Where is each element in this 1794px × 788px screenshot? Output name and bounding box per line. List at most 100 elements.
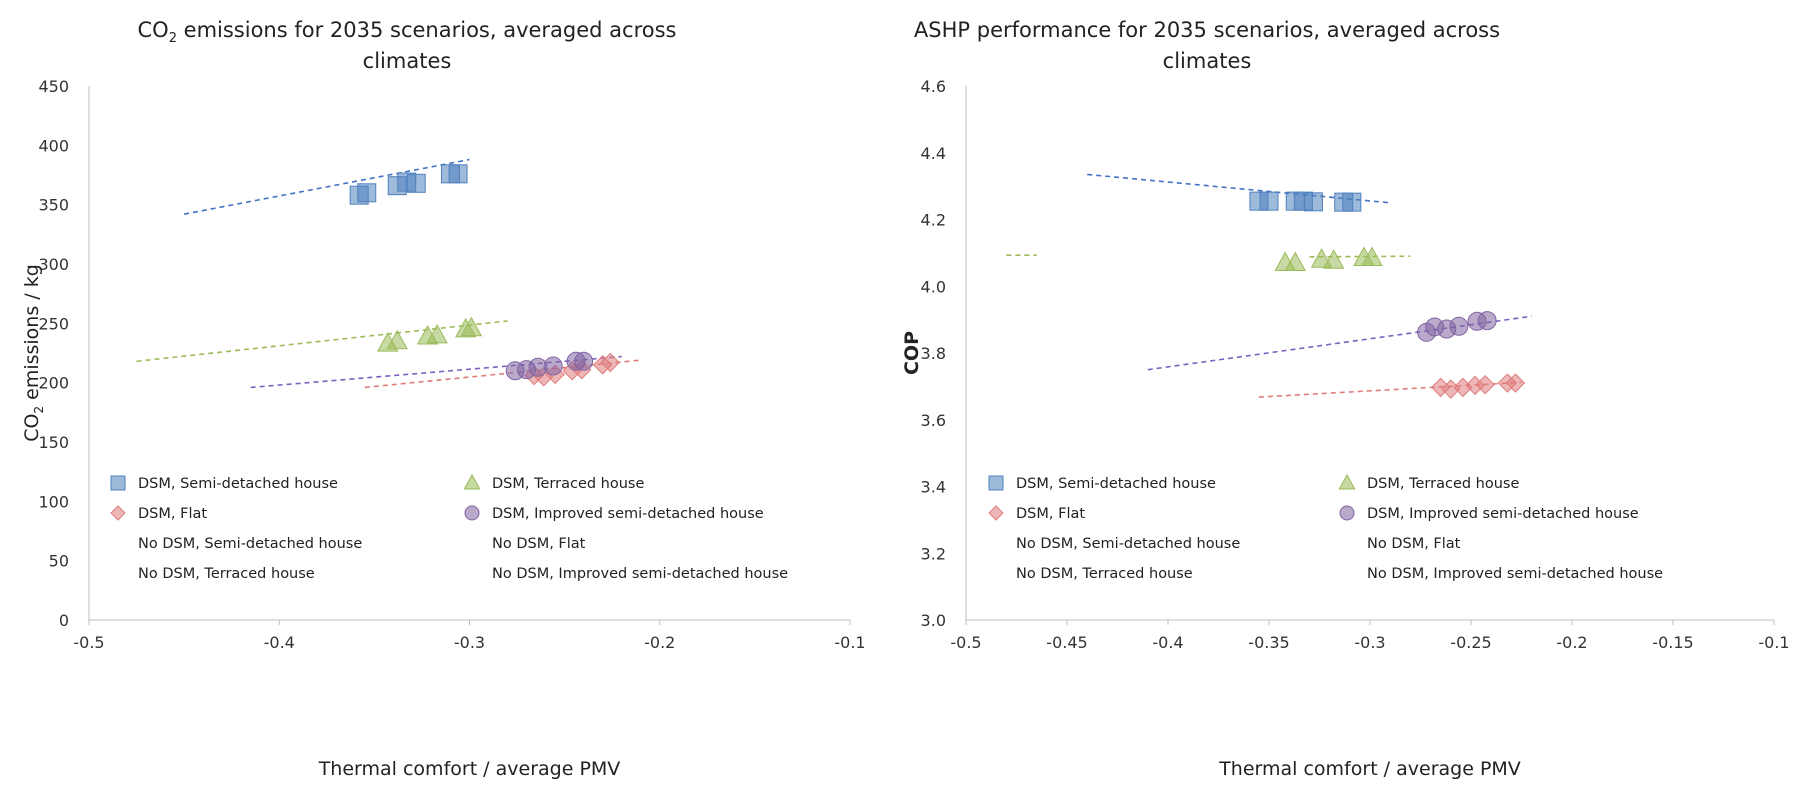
- data-point: [460, 316, 483, 337]
- y-axis-label: COP: [901, 331, 923, 375]
- series-group: [1274, 246, 1383, 272]
- legend-marker: [110, 505, 126, 521]
- chart-title-subscript: 2: [169, 31, 177, 46]
- data-point: [448, 164, 468, 184]
- trendline: [364, 359, 641, 389]
- x-tick-label: -0.1: [1758, 633, 1789, 652]
- data-point: [600, 352, 620, 373]
- y-tick-label: 450: [38, 77, 69, 96]
- legend-marker: [463, 473, 481, 490]
- x-axis-label: Thermal comfort / average PMV: [318, 758, 621, 780]
- data-point: [426, 323, 448, 344]
- x-tick-label: -0.5: [950, 633, 981, 652]
- x-tick-label: -0.35: [1248, 633, 1289, 652]
- legend-label: No DSM, Semi-detached house: [138, 536, 362, 552]
- legend-label: No DSM, Terraced house: [1016, 566, 1193, 582]
- data-point: [1259, 191, 1279, 211]
- y-tick-label: 0: [59, 611, 69, 630]
- legend-label: DSM, Semi-detached house: [1016, 476, 1216, 492]
- y-tick-label: 3.2: [921, 544, 946, 563]
- data-point: [1505, 373, 1526, 393]
- trendline: [1309, 255, 1411, 258]
- trendline: [1147, 315, 1532, 371]
- y-tick-label: 300: [38, 255, 69, 274]
- legend-label: DSM, Flat: [1016, 506, 1085, 522]
- y-tick-label: 4.6: [921, 77, 946, 96]
- y-tick-label: 4.2: [921, 211, 946, 230]
- series-group: [505, 351, 594, 381]
- series-group: [1417, 311, 1497, 342]
- legend-label: DSM, Terraced house: [492, 476, 644, 492]
- x-tick-label: -0.3: [1354, 633, 1385, 652]
- series-group: [1249, 191, 1362, 212]
- y-tick-label: 4.4: [921, 144, 946, 163]
- legend-marker: [464, 505, 480, 521]
- y-tick-label: 4.0: [921, 277, 946, 296]
- y-axis-label-part: CO: [21, 414, 43, 442]
- legend-label: No DSM, Semi-detached house: [1016, 536, 1240, 552]
- data-point: [406, 173, 426, 193]
- legend-label: DSM, Improved semi-detached house: [1367, 506, 1639, 522]
- legend-marker: [988, 475, 1004, 491]
- y-tick-label: 3.0: [921, 611, 946, 630]
- ashp-performance-chart: ASHP performance for 2035 scenarios, ave…: [901, 18, 1790, 780]
- legend-label: DSM, Improved semi-detached house: [492, 506, 764, 522]
- legend-marker: [1339, 505, 1355, 521]
- data-point: [1361, 246, 1383, 267]
- series-group: [349, 164, 468, 205]
- x-tick-label: -0.2: [644, 633, 675, 652]
- legend-label: DSM, Flat: [138, 506, 207, 522]
- chart-title: ASHP performance for 2035 scenarios, ave…: [914, 18, 1500, 42]
- y-tick-label: 200: [38, 374, 69, 393]
- chart-title-line2: climates: [1163, 49, 1252, 73]
- data-point: [1284, 251, 1307, 272]
- series-group: [376, 316, 483, 352]
- data-point: [1449, 316, 1469, 336]
- co2-emissions-chart: CO2 emissions for 2035 scenarios, averag…: [21, 18, 866, 780]
- chart-title-line2: climates: [363, 49, 452, 73]
- y-axis-label-subscript: 2: [32, 406, 46, 414]
- y-tick-label: 400: [38, 136, 69, 155]
- data-point: [1477, 311, 1497, 331]
- y-tick-label: 3.8: [921, 344, 946, 363]
- legend-label: No DSM, Flat: [1367, 536, 1461, 552]
- data-point: [543, 356, 563, 376]
- x-tick-label: -0.2: [1556, 633, 1587, 652]
- data-point: [1475, 374, 1495, 395]
- chart-title-part: CO: [137, 18, 168, 42]
- legend-marker: [988, 505, 1004, 521]
- data-point: [1322, 249, 1345, 269]
- x-tick-label: -0.4: [264, 633, 295, 652]
- y-tick-label: 3.4: [921, 478, 946, 497]
- y-tick-label: 3.6: [921, 411, 946, 430]
- x-tick-label: -0.3: [454, 633, 485, 652]
- legend-label: DSM, Semi-detached house: [138, 476, 338, 492]
- x-tick-label: -0.4: [1152, 633, 1183, 652]
- legend-label: No DSM, Flat: [492, 536, 586, 552]
- x-tick-label: -0.1: [834, 633, 865, 652]
- y-tick-label: 150: [38, 433, 69, 452]
- legend-marker: [1338, 473, 1356, 490]
- data-point: [1342, 192, 1362, 212]
- legend-label: No DSM, Terraced house: [138, 566, 315, 582]
- y-tick-label: 50: [49, 552, 69, 571]
- legend-label: DSM, Terraced house: [1367, 476, 1519, 492]
- trendline: [183, 158, 470, 215]
- x-axis-label: Thermal comfort / average PMV: [1218, 758, 1521, 780]
- chart-title: CO2 emissions for 2035 scenarios, averag…: [137, 18, 676, 46]
- legend-marker: [110, 475, 126, 491]
- data-point: [357, 183, 377, 203]
- x-tick-label: -0.5: [73, 633, 104, 652]
- legend-label: No DSM, Improved semi-detached house: [492, 566, 788, 582]
- x-tick-label: -0.15: [1652, 633, 1693, 652]
- x-tick-label: -0.25: [1450, 633, 1491, 652]
- y-axis-label: CO2 emissions / kg: [21, 264, 46, 442]
- data-point: [1303, 192, 1323, 212]
- trendline: [136, 320, 508, 363]
- data-point: [574, 351, 594, 371]
- y-tick-label: 250: [38, 314, 69, 333]
- y-tick-label: 350: [38, 196, 69, 215]
- data-point: [386, 329, 408, 350]
- y-axis-label-part: emissions / kg: [21, 264, 43, 406]
